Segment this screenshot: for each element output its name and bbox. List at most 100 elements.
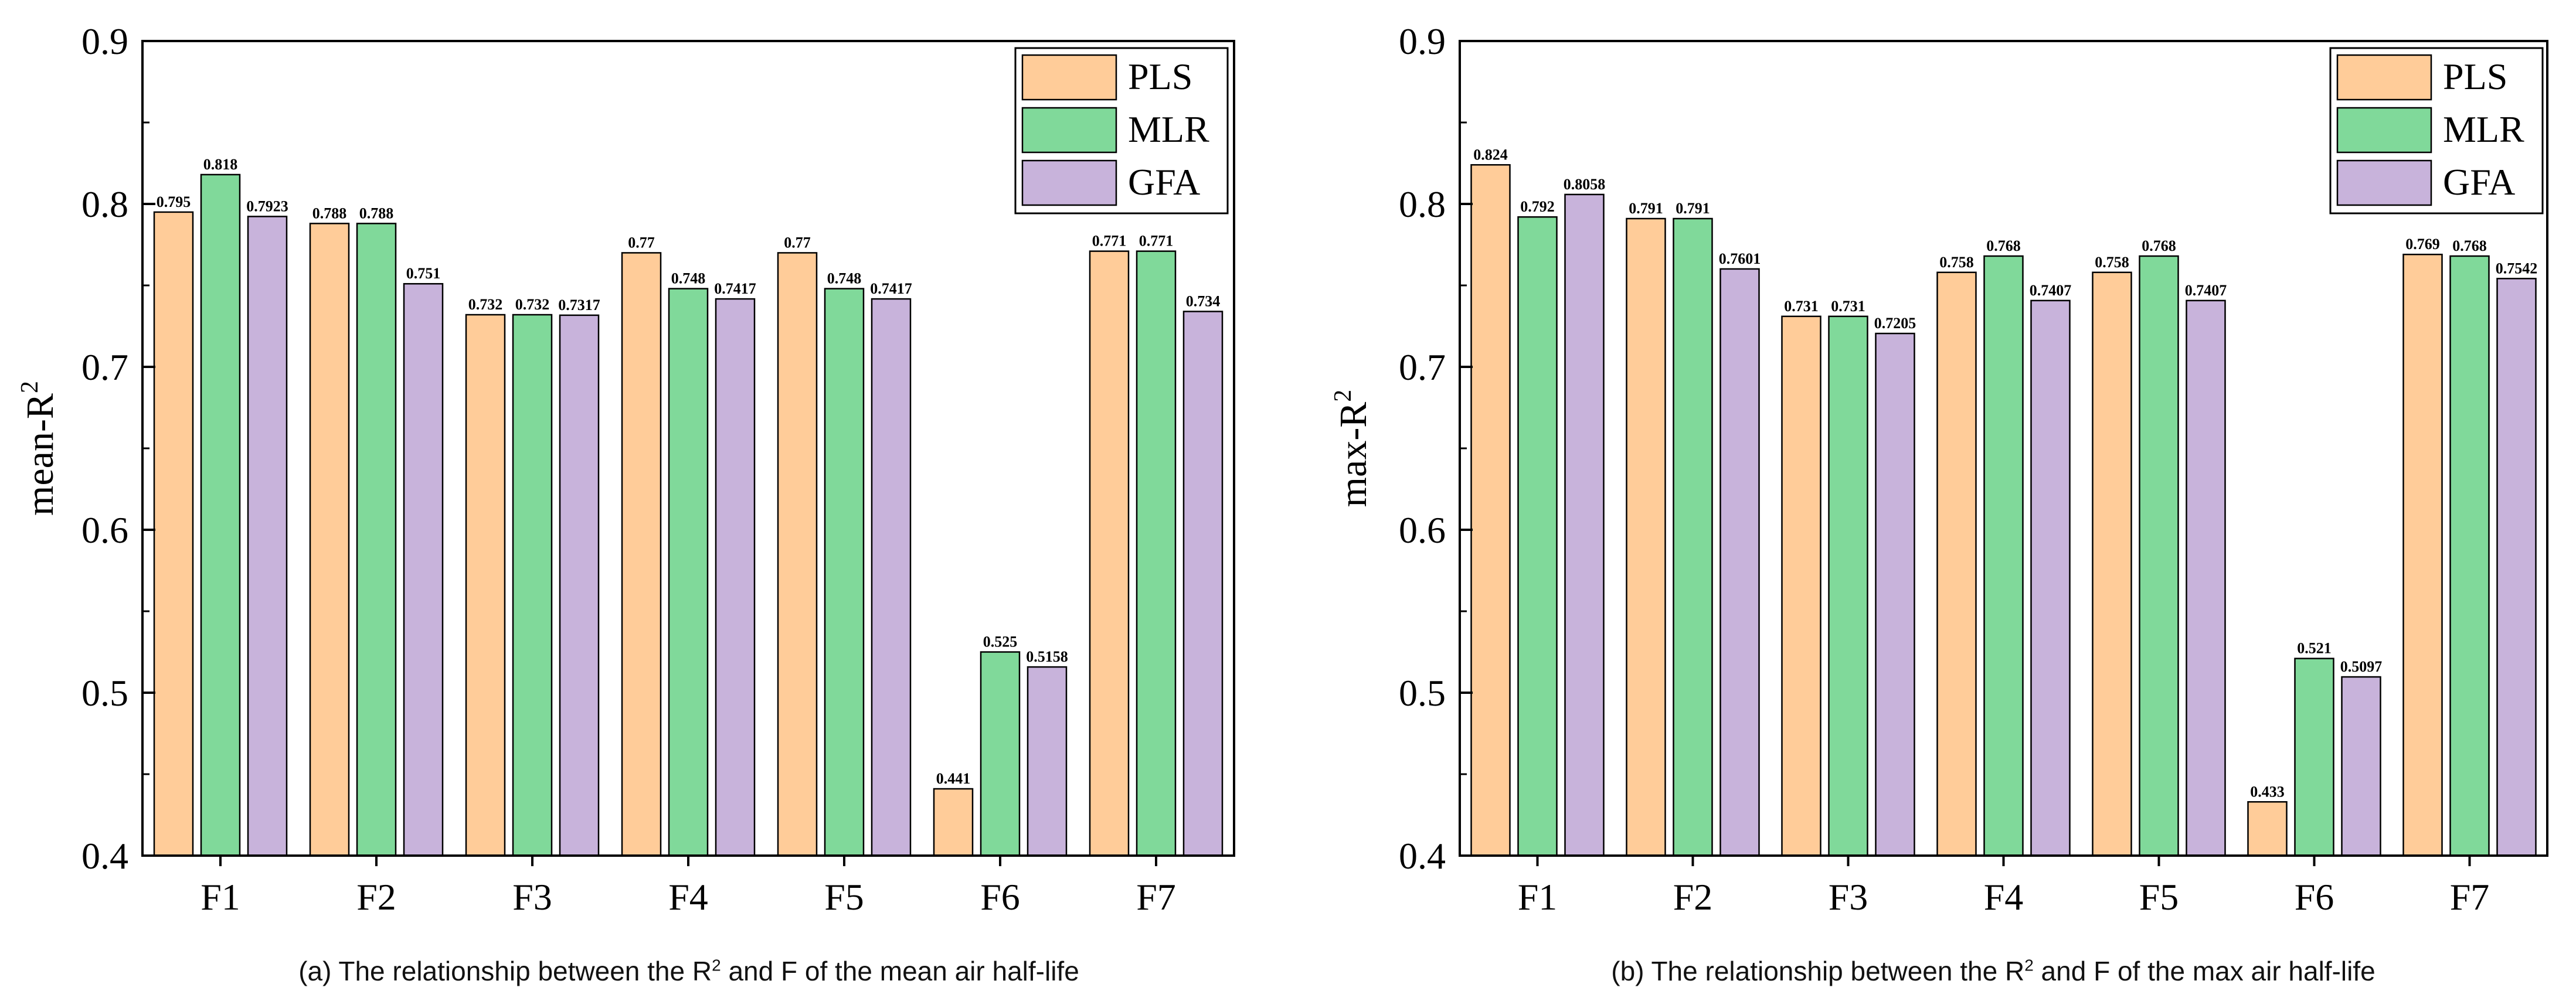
pa-x-tick-label-f5: F5 (824, 876, 864, 918)
pb-y-tick-label: 0.7 (1399, 346, 1446, 388)
pa-bar-mlr-f1 (200, 173, 241, 857)
caption-b-post: and F of the max air half-life (2033, 956, 2376, 986)
pa-data-label-mlr-f5: 0.748 (827, 270, 862, 287)
pa-y-tick-label: 0.5 (81, 672, 128, 714)
pb-data-label-gfa-f3: 0.7205 (1874, 315, 1916, 332)
pa-legend-swatch-pls (1021, 54, 1117, 101)
pa-y-axis-label-main: mean-R (19, 393, 62, 516)
pb-bar-gfa-f2 (1719, 268, 1760, 857)
pa-x-tick-label-f4: F4 (668, 876, 708, 918)
pb-bar-pls-f3 (1781, 315, 1821, 857)
pa-data-label-mlr-f4: 0.748 (671, 270, 706, 287)
pa-data-label-mlr-f7: 0.771 (1139, 233, 1174, 250)
pb-legend-label-gfa: GFA (2443, 161, 2515, 203)
pb-data-label-mlr-f3: 0.731 (1831, 298, 1865, 315)
pb-y-tick-label: 0.4 (1399, 835, 1446, 877)
pa-bar-pls-f2 (309, 223, 350, 857)
pa-data-label-mlr-f2: 0.788 (359, 205, 394, 222)
pb-bar-pls-f4 (1936, 271, 1977, 857)
pb-x-tick-label-f7: F7 (2450, 876, 2490, 918)
pa-bar-mlr-f5 (824, 288, 865, 857)
pb-y-tick-label: 0.6 (1399, 509, 1446, 551)
pa-y-tick-label: 0.6 (81, 509, 128, 551)
pb-y-axis-label-sup: 2 (1330, 390, 1357, 402)
pb-bar-mlr-f4 (1983, 255, 2024, 857)
pb-legend-label-pls: PLS (2443, 56, 2507, 97)
pa-data-label-pls-f4: 0.77 (628, 234, 655, 251)
pb-bar-mlr-f6 (2294, 658, 2334, 857)
pa-data-label-gfa-f7: 0.734 (1186, 292, 1221, 309)
pa-data-label-gfa-f1: 0.7923 (246, 197, 288, 214)
pa-bar-pls-f7 (1089, 250, 1130, 857)
pb-bar-gfa-f4 (2030, 299, 2071, 857)
pb-y-tick-label: 0.9 (1399, 21, 1446, 62)
pa-bar-gfa-f6 (1027, 666, 1068, 857)
pb-data-label-mlr-f5: 0.768 (2142, 237, 2176, 254)
pb-y-axis-label: max-R2 (1330, 390, 1375, 508)
pa-data-label-mlr-f6: 0.525 (983, 634, 1018, 651)
pa-x-tick-label-f1: F1 (200, 876, 240, 918)
pb-data-label-gfa-f7: 0.7542 (2496, 260, 2538, 277)
pa-y-axis-label-sup: 2 (16, 381, 43, 393)
pb-x-tick-label-f1: F1 (1518, 876, 1558, 918)
caption-a-sup: 2 (712, 956, 721, 975)
pa-x-tick-label-f3: F3 (512, 876, 552, 918)
pb-data-label-gfa-f2: 0.7601 (1719, 250, 1761, 267)
pb-bar-pls-f7 (2402, 253, 2443, 857)
pa-bar-pls-f3 (465, 314, 506, 857)
pa-y-tick-label: 0.4 (81, 835, 128, 877)
pb-bar-gfa-f7 (2496, 278, 2537, 857)
pa-y-tick-label: 0.9 (81, 21, 128, 62)
pb-data-label-mlr-f6: 0.521 (2297, 640, 2332, 657)
pb-bar-mlr-f1 (1517, 216, 1558, 857)
pb-data-label-gfa-f6: 0.5097 (2340, 658, 2383, 675)
pa-legend-label-mlr: MLR (1128, 108, 1209, 150)
pb-data-label-mlr-f7: 0.768 (2452, 237, 2487, 254)
caption-a: (a) The relationship between the R2 and … (298, 955, 1079, 987)
caption-b-sup: 2 (2024, 956, 2034, 975)
pa-data-label-mlr-f3: 0.732 (515, 296, 550, 313)
pb-legend-swatch-gfa (2336, 159, 2432, 206)
caption-b-pre: (b) The relationship between the R (1611, 956, 2025, 986)
caption-a-post: and F of the mean air half-life (721, 956, 1079, 986)
pb-bar-mlr-f7 (2449, 255, 2490, 857)
pa-data-label-gfa-f6: 0.5158 (1026, 648, 1068, 665)
pa-bar-gfa-f1 (247, 216, 288, 857)
pa-bar-gfa-f4 (715, 298, 756, 857)
pa-y-axis-label: mean-R2 (16, 381, 62, 516)
pa-data-label-gfa-f4: 0.7417 (714, 280, 756, 297)
pa-data-label-gfa-f2: 0.751 (406, 265, 441, 282)
pb-data-label-pls-f7: 0.769 (2405, 236, 2440, 253)
pa-data-label-pls-f3: 0.732 (468, 296, 503, 313)
pb-data-label-pls-f6: 0.433 (2250, 783, 2285, 800)
pb-data-label-mlr-f4: 0.768 (1986, 237, 2021, 254)
pa-legend-label-gfa: GFA (1128, 161, 1200, 203)
pa-bar-mlr-f3 (512, 314, 553, 857)
pb-x-tick-label-f4: F4 (1984, 876, 2024, 918)
pb-data-label-pls-f1: 0.824 (1473, 146, 1508, 163)
pb-data-label-pls-f5: 0.758 (2095, 254, 2129, 271)
pa-x-tick-label-f2: F2 (356, 876, 396, 918)
pb-x-tick-label-f3: F3 (1829, 876, 1868, 918)
pb-bar-gfa-f1 (1564, 193, 1605, 857)
pb-data-label-gfa-f5: 0.7407 (2185, 282, 2227, 299)
pa-bar-pls-f5 (777, 252, 818, 857)
pb-bar-mlr-f3 (1828, 315, 1868, 857)
pa-data-label-pls-f6: 0.441 (936, 770, 971, 787)
pa-bar-pls-f4 (621, 252, 662, 857)
pb-legend-swatch-pls (2336, 54, 2432, 101)
caption-b: (b) The relationship between the R2 and … (1611, 955, 2375, 987)
panel-b-chart: 0.824 0.791 0.731 0.758 0.758 0.433 0.769 0.792… (1330, 21, 2548, 918)
pa-y-tick-label: 0.7 (81, 346, 128, 388)
pb-legend-label-mlr: MLR (2443, 108, 2524, 150)
pa-data-label-pls-f1: 0.795 (157, 193, 191, 210)
pb-y-axis-label-main: max-R (1332, 402, 1375, 508)
pa-data-label-pls-f7: 0.771 (1092, 233, 1127, 250)
pa-x-tick-label-f7: F7 (1136, 876, 1176, 918)
pb-data-label-mlr-f1: 0.792 (1520, 198, 1555, 215)
pb-data-label-gfa-f4: 0.7407 (2030, 282, 2072, 299)
pa-bar-mlr-f7 (1136, 250, 1177, 857)
pb-bar-pls-f6 (2247, 801, 2288, 857)
pb-x-tick-label-f2: F2 (1673, 876, 1713, 918)
